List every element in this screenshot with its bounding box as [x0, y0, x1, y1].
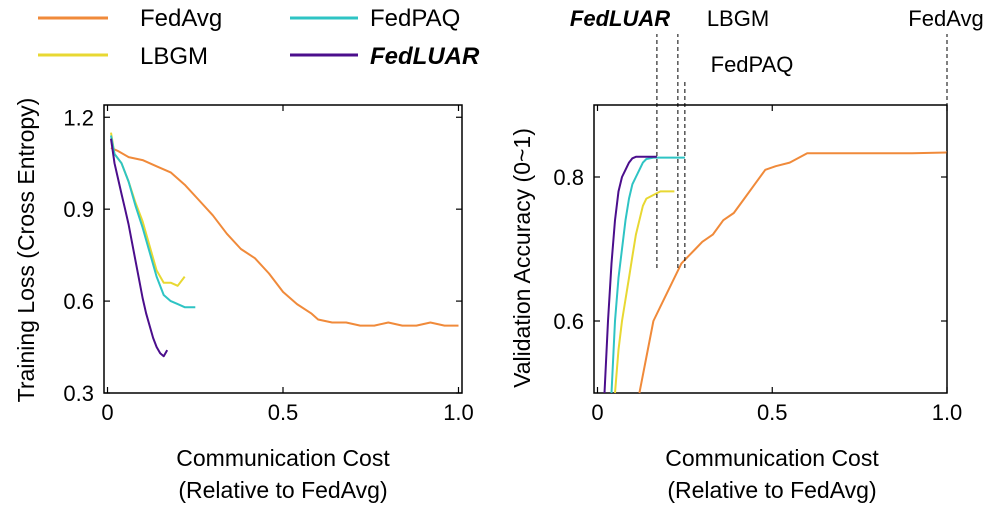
legend-label-fedavg: FedAvg: [140, 5, 222, 32]
x-axis-label-sub: (Relative to FedAvg): [178, 477, 387, 503]
series-line-lbgm: [614, 190, 675, 394]
series-line-fedluar: [603, 155, 657, 394]
x-tick-label: 0.5: [268, 400, 299, 425]
series-line-fedavg: [110, 146, 459, 327]
y-tick-label: 0.6: [553, 309, 584, 334]
series-line-fedluar: [110, 138, 169, 358]
x-axis-label: Communication Cost: [665, 445, 879, 471]
annotation-label-fedluar: FedLUAR: [570, 6, 670, 31]
y-tick-label: 0.6: [63, 289, 94, 314]
x-tick-label: 0: [591, 400, 603, 425]
series-line-fedavg: [638, 151, 948, 394]
y-tick-label: 0.3: [63, 381, 94, 406]
annotation-label-fedpaq: FedPAQ: [711, 52, 794, 77]
x-axis-label: Communication Cost: [176, 445, 390, 471]
y-tick-label: 1.2: [63, 105, 94, 130]
y-tick-label: 0.9: [63, 197, 94, 222]
series-line-lbgm: [110, 132, 186, 287]
annotation-label-lbgm: LBGM: [707, 6, 769, 31]
x-tick-label: 1.0: [932, 400, 963, 425]
legend-label-fedluar: FedLUAR: [370, 43, 480, 70]
training-loss-plot: 0 0.5 1.0 0.3 0.6 0.9 1.2 Communication Cost (…: [13, 98, 474, 503]
x-axis-label-sub: (Relative to FedAvg): [667, 477, 876, 503]
legend-label-lbgm: LBGM: [140, 43, 208, 70]
x-tick-label: 0: [101, 400, 113, 425]
validation-accuracy-plot: 0 0.5 1.0 0.6 0.8 FedLUAR LBGM FedPAQ FedAvg Co…: [509, 6, 984, 503]
annotation-label-fedavg: FedAvg: [908, 6, 983, 31]
y-axis-label: Training Loss (Cross Entropy): [13, 98, 39, 403]
legend-label-fedpaq: FedPAQ: [370, 5, 460, 32]
plot-frame: [593, 104, 948, 394]
x-tick-label: 0.5: [757, 400, 788, 425]
y-axis-label: Validation Accuracy (0~1): [509, 128, 535, 388]
series-line-fedpaq: [110, 135, 196, 309]
x-tick-label: 1.0: [443, 400, 474, 425]
legend: FedAvg FedPAQ LBGM FedLUAR: [38, 5, 480, 70]
y-tick-label: 0.8: [553, 165, 584, 190]
series-line-fedpaq: [610, 156, 685, 394]
